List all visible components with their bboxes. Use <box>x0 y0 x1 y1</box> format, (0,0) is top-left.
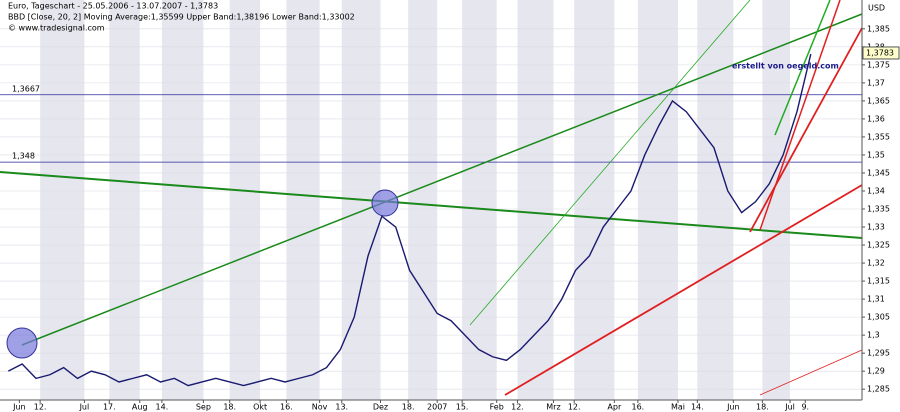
stripe <box>286 0 320 400</box>
stripe <box>408 0 438 400</box>
y-tick-label: 1,335 <box>867 205 890 214</box>
y-tick-label: 1,33 <box>867 223 885 232</box>
trend-lines <box>0 0 863 396</box>
x-tick-label: 16. <box>631 403 644 412</box>
y-tick-label: 1,3 <box>867 331 880 340</box>
annotation: erstellt von oegeld.com <box>732 62 839 71</box>
trend-line <box>469 0 751 326</box>
y-tick-label: 1,36 <box>867 114 885 123</box>
level-label: 1,348 <box>12 152 35 161</box>
x-tick-label: Dez <box>373 403 388 412</box>
x-tick-label: Okt <box>253 403 267 412</box>
y-tick-label: 1,315 <box>867 277 890 286</box>
y-tick-label: 1,345 <box>867 168 890 177</box>
x-tick-label: Mai <box>671 403 685 412</box>
x-tick-label: Sep <box>196 403 211 412</box>
trend-line <box>774 0 831 136</box>
x-tick-label: Jul <box>79 403 90 412</box>
stripe <box>697 0 734 400</box>
x-tick-label: 18. <box>756 403 769 412</box>
last-value-label: 1,3783 <box>866 48 894 57</box>
x-tick-label: Mrz <box>546 403 560 412</box>
trend-line <box>21 13 863 346</box>
x-tick-label: Nov <box>312 403 328 412</box>
x-tick-label: Jul <box>784 403 795 412</box>
y-tick-label: 1,355 <box>867 132 890 141</box>
x-tick-label: 2007 <box>427 403 447 412</box>
y-tick-label: 1,385 <box>867 24 890 33</box>
y-tick-label: 1,295 <box>867 349 890 358</box>
stripe <box>762 0 791 400</box>
source: © www.tradesignal.com <box>8 24 105 33</box>
x-tick-label: 14. <box>156 403 169 412</box>
y-tick-label: 1,325 <box>867 241 890 250</box>
grid <box>0 28 862 403</box>
stripe <box>40 0 85 400</box>
price-line <box>7 53 812 387</box>
y-tick-label: 1,285 <box>867 385 890 394</box>
x-tick-label: 15. <box>456 403 469 412</box>
stripe <box>109 0 140 400</box>
y-tick-label: 1,34 <box>867 186 885 195</box>
x-tick-label: Feb <box>490 403 504 412</box>
x-tick-label: Apr <box>607 403 622 412</box>
x-tick-label: 12. <box>568 403 581 412</box>
chart-subtitle: BBD [Close, 20, 2] Moving Average:1,3559… <box>8 13 355 22</box>
stripe <box>517 0 554 400</box>
highlight-circle <box>371 189 399 217</box>
y-tick-label: 1,29 <box>867 367 885 376</box>
x-tick-label: 18. <box>223 403 236 412</box>
y-tick-label: 1,31 <box>867 295 885 304</box>
x-tick-label: 16. <box>280 403 293 412</box>
stripe <box>229 0 261 400</box>
stripe <box>637 0 678 400</box>
trend-line <box>759 0 841 231</box>
trend-line <box>759 349 863 396</box>
x-tick-label: 12. <box>511 403 524 412</box>
y-tick-label: 1,35 <box>867 150 885 159</box>
y-tick-label: 1,365 <box>867 96 890 105</box>
x-tick-label: 18. <box>402 403 415 412</box>
x-tick-label: 12. <box>34 403 47 412</box>
plot <box>7 53 812 387</box>
y-axis-label: USD <box>868 4 885 13</box>
x-tick-label: 9. <box>801 403 809 412</box>
highlight-circle <box>6 327 38 359</box>
level-label: 1,3667 <box>12 84 40 93</box>
y-tick-label: 1,32 <box>867 259 885 268</box>
last-value-box <box>862 46 900 60</box>
trend-line <box>749 27 863 233</box>
x-tick-label: 14. <box>691 403 704 412</box>
y-tick-label: 1,37 <box>867 78 885 87</box>
y-tick-label: 1,305 <box>867 313 890 322</box>
x-tick-label: Jun <box>726 403 740 412</box>
x-tick-label: 17. <box>103 403 116 412</box>
x-tick-label: 13. <box>335 403 348 412</box>
stripe <box>574 0 615 400</box>
stripes <box>40 0 791 400</box>
stripe <box>462 0 497 400</box>
chart-title: Euro, Tageschart - 25.05.2006 - 13.07.20… <box>8 2 218 11</box>
x-tick-label: Aug <box>132 403 148 412</box>
y-tick-label: 1,375 <box>867 60 890 69</box>
x-tick-label: Jun <box>12 403 26 412</box>
trend-line <box>504 184 863 396</box>
stripe <box>161 0 204 400</box>
trend-line <box>0 171 863 239</box>
